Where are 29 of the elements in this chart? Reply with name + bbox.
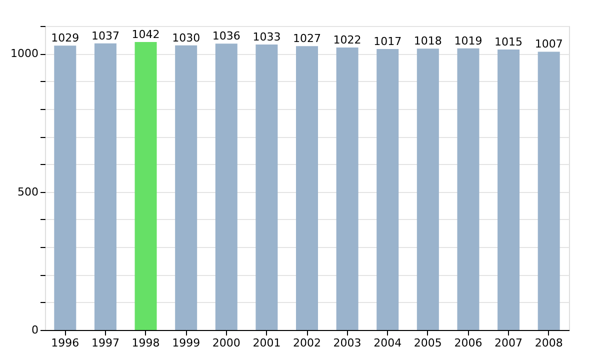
x-tick-label: 2004 [374, 336, 402, 350]
x-tick-label: 2007 [494, 336, 523, 350]
y-tick-label: 1000 [10, 47, 38, 60]
data-label: 1029 [51, 32, 80, 45]
data-label: 1033 [252, 30, 281, 44]
data-label: 1019 [454, 34, 482, 48]
x-tick-label: 2008 [534, 336, 563, 350]
y-tick-label: 0 [32, 324, 38, 336]
x-tick-label: 2001 [252, 336, 281, 350]
y-tick-label: 500 [18, 185, 38, 198]
x-tick-label: 2006 [454, 336, 482, 350]
data-label: 1015 [494, 35, 523, 48]
x-tick-label: 1997 [91, 336, 120, 350]
x-tick-label: 2005 [414, 336, 442, 350]
data-label: 1036 [212, 30, 240, 43]
x-tick-label: 2002 [293, 336, 321, 350]
x-tick-label: 2003 [333, 336, 362, 350]
x-tick-label: 1999 [172, 336, 200, 350]
data-label: 1037 [91, 29, 120, 42]
data-label: 1030 [172, 31, 200, 44]
data-label: 1017 [374, 34, 402, 48]
x-tick-label: 2000 [212, 336, 240, 350]
data-label: 1018 [414, 34, 442, 48]
data-label: 1042 [132, 28, 160, 42]
data-label: 1022 [333, 34, 362, 47]
x-tick-label: 1998 [132, 336, 160, 350]
data-label: 1007 [534, 38, 563, 51]
x-tick-label: 1996 [51, 336, 80, 350]
data-label: 1027 [293, 32, 321, 46]
